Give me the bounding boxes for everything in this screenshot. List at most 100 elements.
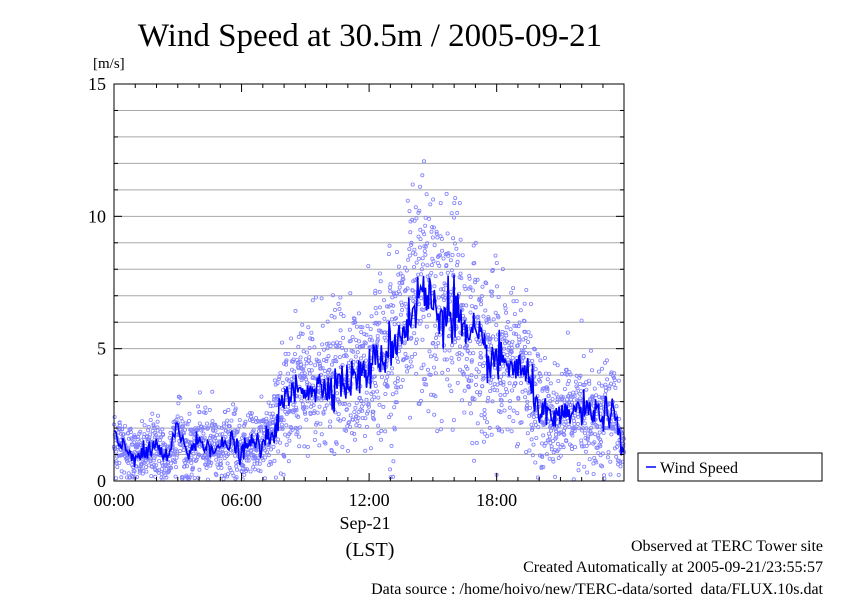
scatter-point — [213, 428, 218, 433]
scatter-point — [402, 341, 407, 346]
scatter-point — [474, 440, 479, 445]
scatter-point — [276, 377, 281, 382]
scatter-point — [153, 474, 158, 479]
scatter-point — [535, 352, 540, 357]
scatter-point — [281, 472, 286, 477]
scatter-point — [388, 412, 393, 417]
scatter-point — [611, 425, 616, 430]
scatter-point — [426, 409, 431, 414]
scatter-point — [601, 430, 606, 435]
scatter-point — [496, 294, 501, 299]
scatter-point — [210, 419, 215, 424]
scatter-point — [410, 288, 415, 293]
scatter-point — [348, 424, 353, 429]
scatter-point — [286, 371, 291, 376]
scatter-point — [416, 256, 421, 261]
scatter-point — [246, 458, 251, 463]
scatter-point — [526, 340, 531, 345]
scatter-point — [507, 414, 512, 419]
scatter-point — [249, 417, 254, 422]
scatter-point — [567, 424, 572, 429]
scatter-point — [446, 253, 451, 258]
scatter-point — [297, 394, 302, 399]
scatter-point — [387, 243, 392, 248]
scatter-point — [192, 476, 197, 481]
scatter-point — [197, 409, 202, 414]
scatter-point — [569, 408, 574, 413]
scatter-point — [286, 459, 291, 464]
scatter-point — [511, 408, 516, 413]
scatter-point — [211, 428, 216, 433]
scatter-point — [232, 411, 237, 416]
scatter-point — [384, 304, 389, 309]
scatter-point — [482, 361, 487, 366]
scatter-point — [392, 405, 397, 410]
scatter-point — [556, 447, 561, 452]
scatter-point — [389, 371, 394, 376]
scatter-point — [163, 473, 168, 478]
scatter-point — [566, 378, 571, 383]
scatter-point — [608, 472, 613, 477]
scatter-point — [434, 332, 439, 337]
scatter-point — [429, 229, 434, 234]
scatter-point — [489, 377, 494, 382]
scatter-point — [456, 356, 461, 361]
scatter-point — [521, 348, 526, 353]
scatter-point — [222, 421, 227, 426]
scatter-point — [258, 428, 263, 433]
scatter-point — [228, 468, 233, 473]
scatter-point — [373, 306, 378, 311]
scatter-point — [324, 359, 329, 364]
scatter-point — [334, 359, 339, 364]
scatter-point — [550, 404, 555, 409]
scatter-point — [614, 444, 619, 449]
scatter-point — [618, 464, 623, 469]
scatter-point — [371, 409, 376, 414]
scatter-point — [517, 320, 522, 325]
scatter-point — [366, 404, 371, 409]
scatter-point — [423, 223, 428, 228]
x-tick-label: 06:00 — [221, 490, 262, 510]
scatter-point — [443, 290, 448, 295]
scatter-point — [305, 380, 310, 385]
scatter-point — [493, 310, 498, 315]
scatter-point — [557, 430, 562, 435]
scatter-point — [509, 290, 514, 295]
scatter-point — [279, 340, 284, 345]
scatter-point — [360, 415, 365, 420]
scatter-point — [358, 356, 363, 361]
scatter-point — [337, 399, 342, 404]
scatter-point — [523, 336, 528, 341]
scatter-point — [305, 399, 310, 404]
scatter-point — [350, 335, 355, 340]
scatter-point — [337, 355, 342, 360]
scatter-point — [428, 372, 433, 377]
scatter-point — [572, 413, 577, 418]
scatter-point — [440, 370, 445, 375]
scatter-point — [439, 287, 444, 292]
scatter-point — [280, 426, 285, 431]
scatter-point — [346, 360, 351, 365]
scatter-point — [292, 369, 297, 374]
scatter-point — [420, 262, 425, 267]
scatter-point — [326, 354, 331, 359]
scatter-point — [186, 418, 191, 423]
scatter-point — [327, 424, 332, 429]
scatter-point — [545, 386, 550, 391]
scatter-point — [469, 411, 474, 416]
scatter-point — [449, 268, 454, 273]
scatter-point — [399, 384, 404, 389]
scatter-point — [146, 428, 151, 433]
scatter-point — [431, 340, 436, 345]
scatter-point — [522, 301, 527, 306]
scatter-point — [307, 382, 312, 387]
footer-created: Created Automatically at 2005-09-21/23:5… — [523, 559, 823, 576]
scatter-point — [526, 330, 531, 335]
scatter-point — [148, 417, 153, 422]
scatter-point — [361, 353, 366, 358]
scatter-point — [333, 354, 338, 359]
scatter-point — [477, 392, 482, 397]
y-axis-label: [m/s] — [93, 56, 125, 72]
scatter-point — [223, 434, 228, 439]
scatter-point — [507, 399, 512, 404]
